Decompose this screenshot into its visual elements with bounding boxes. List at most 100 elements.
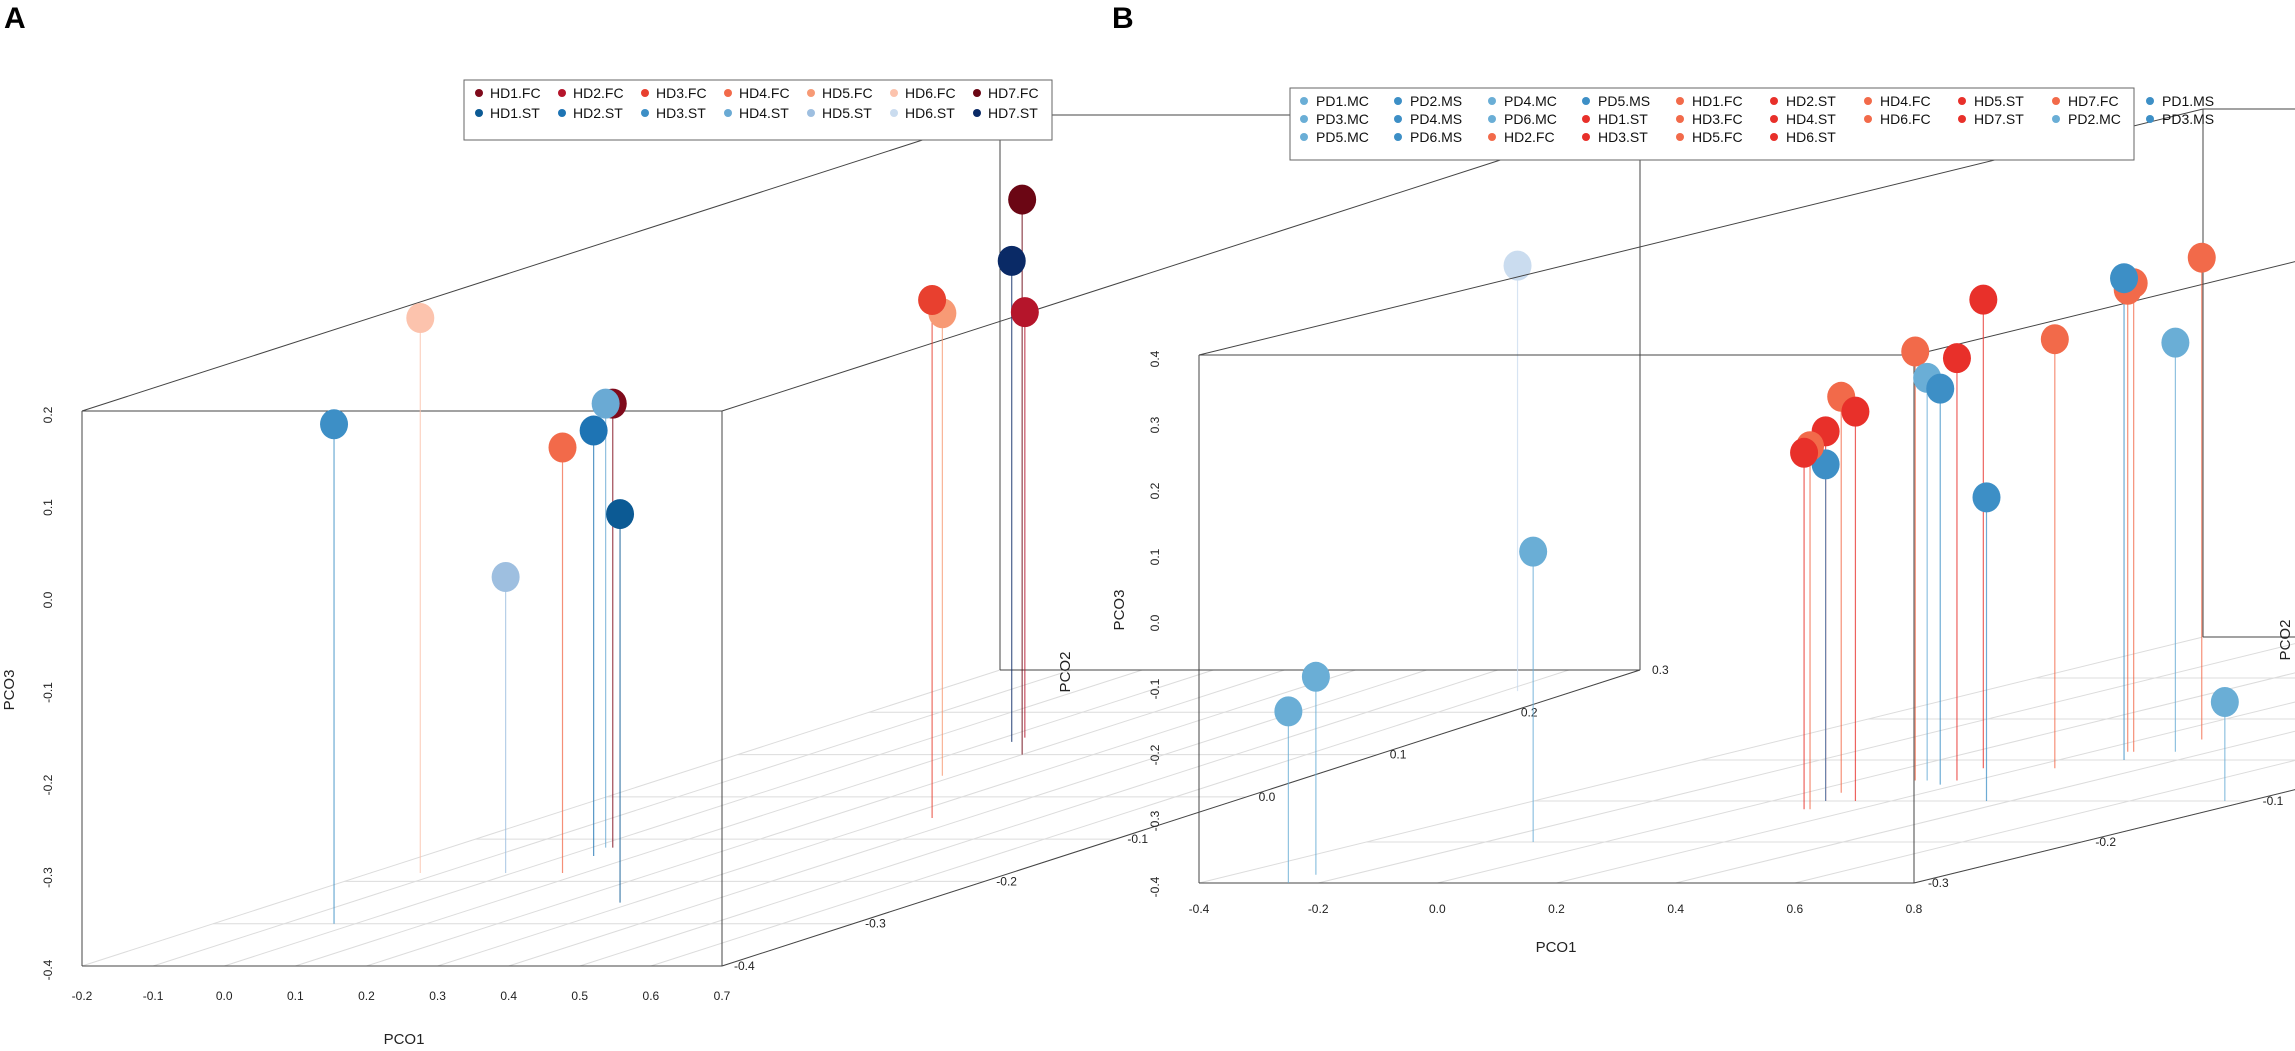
x-tick-label: 0.2 xyxy=(1548,902,1565,916)
legend-label: HD1.ST xyxy=(490,105,540,121)
point-hd7-st xyxy=(997,245,1026,276)
legend-label: HD3.FC xyxy=(1692,111,1743,127)
y-tick-label: 0.3 xyxy=(1652,663,1669,677)
grid-line-x xyxy=(579,669,1498,967)
legend-marker xyxy=(807,109,815,117)
point-hd3-st xyxy=(320,409,349,440)
legend-label: HD3.FC xyxy=(656,85,707,101)
z-tick-label: 0.2 xyxy=(1148,482,1162,499)
y-tick-label: 0.2 xyxy=(1521,705,1538,719)
legend-box xyxy=(1289,87,2135,161)
point-pd3-ms xyxy=(2110,263,2139,294)
legend-label: PD5.MC xyxy=(1316,129,1369,145)
legend-marker xyxy=(973,89,981,97)
legend-marker xyxy=(1770,97,1778,105)
legend-label: HD6.ST xyxy=(1786,129,1836,145)
point-hd6-st xyxy=(1790,437,1819,468)
point-pd2-ms xyxy=(1926,373,1955,404)
point-pd6-ms xyxy=(1972,482,2001,513)
legend-marker xyxy=(1300,115,1308,123)
legend-label: PD2.MS xyxy=(1410,93,1462,109)
z-tick-label: 0.1 xyxy=(1148,548,1162,565)
legend-label: HD4.FC xyxy=(739,85,790,101)
legend-marker xyxy=(807,89,815,97)
legend-label: HD5.ST xyxy=(1974,93,2024,109)
x-tick-label: -0.1 xyxy=(143,989,164,1003)
z-tick-label: 0.2 xyxy=(41,406,55,423)
point-pd2-mc xyxy=(1301,661,1330,692)
legend-label: PD4.MC xyxy=(1504,93,1557,109)
panel-label-b: B xyxy=(1112,2,1134,35)
z-tick-label: -0.1 xyxy=(1148,678,1162,699)
legend-label: PD6.MC xyxy=(1504,111,1557,127)
legend-label: HD6.FC xyxy=(905,85,956,101)
y-tick-label: -0.1 xyxy=(2263,794,2284,808)
grid-line-x xyxy=(650,669,1570,967)
legend-label: PD4.MS xyxy=(1410,111,1462,127)
point-hd4-fc xyxy=(548,432,577,463)
legend-label: HD4.ST xyxy=(739,105,789,121)
z-tick-label: -0.3 xyxy=(1148,810,1162,831)
box-edge xyxy=(1913,261,2295,356)
legend-marker xyxy=(1300,97,1308,105)
x-tick-label: 0.7 xyxy=(714,989,731,1003)
legend-label: HD7.ST xyxy=(988,105,1038,121)
legend-label: HD4.ST xyxy=(1786,111,1836,127)
y-tick-label: -0.2 xyxy=(2095,835,2116,849)
legend-label: HD3.ST xyxy=(656,105,706,121)
legend-marker xyxy=(973,109,981,117)
point-pd6-mc xyxy=(2161,327,2190,358)
x-tick-label: 0.6 xyxy=(643,989,660,1003)
legend-label: HD2.ST xyxy=(573,105,623,121)
box-edge xyxy=(81,114,1001,412)
z-tick-label: 0.4 xyxy=(1148,350,1162,367)
legend-marker xyxy=(558,89,566,97)
x-tick-label: -0.4 xyxy=(1189,902,1210,916)
point-hd1-st xyxy=(606,499,635,530)
box-edge xyxy=(1913,789,2295,884)
y-tick-label: -0.3 xyxy=(1928,876,1949,890)
x-tick-label: 0.3 xyxy=(429,989,446,1003)
legend-marker xyxy=(1864,115,1872,123)
box-edge xyxy=(721,669,1641,967)
z-tick-label: 0.0 xyxy=(41,591,55,608)
z-axis-label: PCO3 xyxy=(1,670,18,711)
y-tick-label: -0.2 xyxy=(996,874,1017,888)
legend-label: HD5.FC xyxy=(1692,129,1743,145)
point-hd2-st xyxy=(579,415,608,446)
point-hd3-fc xyxy=(2040,324,2069,355)
legend-label: HD3.ST xyxy=(1598,129,1648,145)
legend-marker xyxy=(1394,97,1402,105)
legend-label: HD6.ST xyxy=(905,105,955,121)
x-tick-label: -0.2 xyxy=(72,989,93,1003)
panel-label-a: A xyxy=(4,2,26,35)
legend-label: HD4.FC xyxy=(1880,93,1931,109)
legend-label: HD2.ST xyxy=(1786,93,1836,109)
z-tick-label: 0.0 xyxy=(1148,614,1162,631)
legend-marker xyxy=(2052,115,2060,123)
y-tick-label: 0.1 xyxy=(1390,748,1407,762)
point-hd2-fc xyxy=(1901,336,1930,367)
point-hd1-st xyxy=(1942,343,1971,374)
legend-label: PD1.MS xyxy=(2162,93,2214,109)
legend-marker xyxy=(1676,133,1684,141)
legend-marker xyxy=(1582,97,1590,105)
legend-label: HD5.ST xyxy=(822,105,872,121)
z-tick-label: 0.3 xyxy=(1148,416,1162,433)
point-pd5-mc xyxy=(2210,687,2239,717)
x-axis-label: PCO1 xyxy=(1536,939,1577,956)
legend-label: HD7.ST xyxy=(1974,111,2024,127)
point-hd7-fc xyxy=(1008,184,1037,215)
legend-marker xyxy=(724,89,732,97)
z-tick-label: -0.2 xyxy=(41,774,55,795)
z-tick-label: 0.1 xyxy=(41,499,55,516)
legend-marker xyxy=(1676,97,1684,105)
x-tick-label: 0.0 xyxy=(1429,902,1446,916)
legend-marker xyxy=(1582,115,1590,123)
point-hd6-st xyxy=(1503,250,1532,281)
x-tick-label: 0.0 xyxy=(216,989,233,1003)
legend-marker xyxy=(724,109,732,117)
x-tick-label: 0.6 xyxy=(1786,902,1803,916)
legend-marker xyxy=(1864,97,1872,105)
legend-marker xyxy=(1770,115,1778,123)
